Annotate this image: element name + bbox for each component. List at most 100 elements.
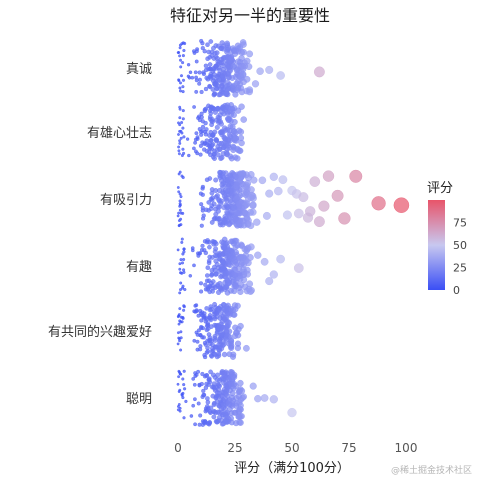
data-point bbox=[178, 54, 182, 58]
data-point bbox=[180, 240, 184, 244]
data-point bbox=[208, 369, 213, 375]
data-point-outlier bbox=[265, 277, 274, 286]
data-point bbox=[199, 223, 204, 228]
data-point bbox=[207, 420, 212, 426]
data-point bbox=[180, 153, 184, 158]
data-point bbox=[212, 316, 218, 322]
data-point bbox=[210, 255, 215, 260]
data-point bbox=[215, 105, 221, 112]
data-point bbox=[190, 75, 195, 80]
data-point bbox=[232, 324, 239, 331]
data-point bbox=[182, 305, 186, 309]
data-point bbox=[204, 373, 209, 378]
data-point bbox=[181, 90, 185, 94]
data-point bbox=[208, 39, 214, 44]
data-point bbox=[178, 291, 182, 295]
data-point bbox=[220, 104, 226, 110]
data-point bbox=[178, 339, 182, 343]
data-point bbox=[199, 318, 204, 323]
data-point bbox=[178, 199, 182, 203]
data-point bbox=[209, 338, 214, 344]
data-point bbox=[214, 354, 220, 360]
data-point bbox=[213, 385, 219, 390]
data-point bbox=[230, 63, 237, 70]
category-label: 有趣 bbox=[126, 260, 152, 275]
data-point bbox=[207, 315, 213, 321]
data-point bbox=[232, 215, 239, 223]
data-point bbox=[198, 281, 204, 286]
data-point bbox=[207, 55, 212, 60]
data-point bbox=[206, 66, 211, 72]
data-point bbox=[181, 211, 185, 215]
data-point bbox=[232, 409, 239, 416]
data-point-outlier bbox=[265, 189, 274, 198]
data-point bbox=[239, 70, 247, 78]
data-point bbox=[178, 267, 182, 271]
data-point-outlier bbox=[243, 344, 250, 352]
data-point bbox=[192, 51, 197, 55]
data-point bbox=[217, 377, 223, 383]
data-point bbox=[224, 40, 230, 47]
data-point bbox=[204, 278, 210, 284]
data-point bbox=[180, 320, 184, 324]
data-point bbox=[223, 90, 230, 97]
data-point bbox=[218, 274, 224, 280]
data-point bbox=[244, 270, 251, 278]
data-point bbox=[202, 340, 208, 346]
data-point bbox=[238, 103, 245, 110]
data-point bbox=[229, 390, 236, 397]
data-point bbox=[230, 112, 237, 118]
data-point-outlier bbox=[269, 395, 278, 404]
data-point bbox=[213, 137, 219, 143]
watermark: @稀土掘金技术社区 bbox=[390, 466, 472, 476]
data-point bbox=[206, 49, 211, 55]
data-point bbox=[181, 117, 185, 121]
data-point bbox=[217, 219, 223, 226]
data-point bbox=[217, 146, 223, 153]
data-point bbox=[237, 419, 244, 426]
data-point bbox=[219, 154, 225, 161]
data-point bbox=[209, 349, 215, 354]
data-point bbox=[196, 401, 201, 406]
data-point bbox=[178, 319, 182, 323]
data-point bbox=[207, 83, 212, 89]
data-point bbox=[205, 42, 210, 47]
data-point bbox=[176, 342, 180, 346]
data-point bbox=[217, 280, 223, 287]
data-point bbox=[199, 202, 204, 207]
data-point-outlier bbox=[251, 80, 260, 88]
data-point bbox=[215, 152, 221, 158]
data-point bbox=[225, 183, 232, 190]
data-point-outlier bbox=[278, 175, 288, 185]
data-point bbox=[202, 141, 207, 146]
data-point bbox=[218, 121, 224, 127]
data-point bbox=[177, 133, 180, 136]
data-point bbox=[176, 186, 180, 189]
data-point bbox=[220, 265, 226, 271]
data-point bbox=[178, 107, 182, 111]
data-point bbox=[180, 237, 184, 241]
data-point bbox=[220, 402, 227, 408]
data-point bbox=[235, 58, 242, 65]
data-point bbox=[234, 344, 242, 352]
data-point bbox=[200, 243, 205, 248]
legend-title: 评分 bbox=[427, 181, 453, 196]
data-point bbox=[179, 195, 183, 199]
category-label: 有共同的兴趣爱好 bbox=[48, 324, 152, 340]
data-point bbox=[221, 351, 228, 358]
data-point-outlier bbox=[265, 65, 274, 74]
data-point bbox=[178, 223, 181, 227]
data-point bbox=[181, 175, 185, 180]
data-point bbox=[215, 208, 221, 214]
category-label: 聪明 bbox=[126, 392, 152, 407]
data-point bbox=[215, 265, 222, 271]
data-point bbox=[214, 344, 220, 350]
data-point bbox=[209, 187, 215, 192]
data-point bbox=[180, 42, 184, 46]
data-point bbox=[234, 107, 242, 114]
data-point bbox=[212, 80, 218, 86]
data-point bbox=[176, 331, 180, 335]
data-point bbox=[222, 316, 228, 323]
data-point bbox=[240, 41, 247, 48]
data-point bbox=[217, 337, 223, 343]
